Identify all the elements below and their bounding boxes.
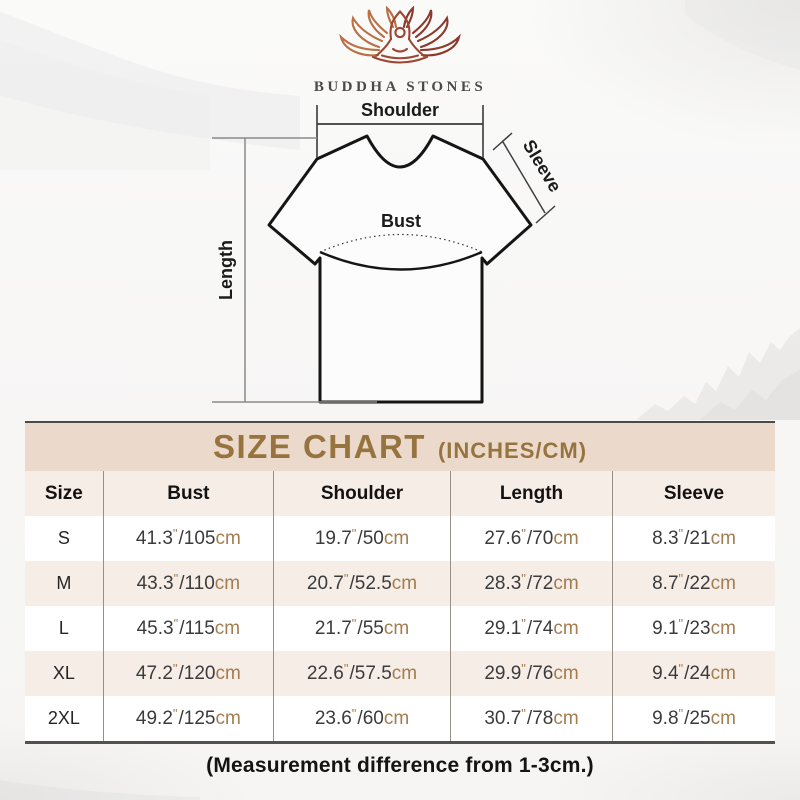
length-measurement-cell: 29.9 "/76 cm <box>451 651 613 696</box>
column-header-bust: Bust <box>104 471 274 516</box>
sleeve-tick <box>535 205 556 224</box>
length-measurement-cell: 30.7 "/78 cm <box>451 696 613 741</box>
size-chart-table: SIZE CHART (INCHES/CM) Size Bust Shoulde… <box>25 421 775 744</box>
size-chart-title: SIZE CHART <box>212 428 426 465</box>
size-cell: M <box>25 561 104 606</box>
shoulder-measurement-cell: 23.6 "/60 cm <box>274 696 451 741</box>
bust-measurement-cell: 49.2 "/125 cm <box>104 696 274 741</box>
sleeve-measurement-cell: 9.1 "/23 cm <box>652 616 736 639</box>
table-row: M 43.3 "/110 cm 20.7 "/52.5 cm 28.3 "/72 cm 8.7 "/2… <box>25 561 775 606</box>
shoulder-measurement-cell: 19.7 "/50 cm <box>274 516 451 561</box>
shoulder-measurement-cell: 20.7 "/52.5 cm <box>274 561 451 606</box>
length-measurement-cell: 29.1 "/74 cm <box>451 606 613 651</box>
column-header-size: Size <box>25 471 104 516</box>
column-header-sleeve: Sleeve <box>663 482 725 504</box>
length-label: Length <box>216 240 236 300</box>
size-chart-subtitle: (INCHES/CM) <box>437 438 588 463</box>
brand-logo: BUDDHA STONES <box>0 6 800 96</box>
size-chart-title-band: SIZE CHART (INCHES/CM) <box>25 423 775 471</box>
bust-measurement-cell: 47.2 "/120 cm <box>104 651 274 696</box>
size-cell: L <box>25 606 104 651</box>
shoulder-measurement-cell: 21.7 "/55 cm <box>274 606 451 651</box>
sleeve-measurement-cell: 8.3 "/21 cm <box>652 526 736 549</box>
bust-measurement-cell: 45.3 "/115 cm <box>104 606 274 651</box>
lotus-meditation-icon <box>339 6 461 64</box>
table-row: S 41.3 "/105 cm 19.7 "/50 cm 27.6 "/70 cm 8.3 "/21 c… <box>25 516 775 561</box>
sleeve-measurement-cell: 9.8 "/25 cm <box>652 706 736 729</box>
table-row: L 45.3 "/115 cm 21.7 "/55 cm 29.1 "/74 cm 9.1 "/23 c… <box>25 606 775 651</box>
shoulder-label: Shoulder <box>361 100 439 120</box>
shoulder-measurement-cell: 22.6 "/57.5 cm <box>274 651 451 696</box>
size-cell: XL <box>25 651 104 696</box>
measurement-note: (Measurement difference from 1-3cm.) <box>206 754 594 777</box>
bust-line-solid <box>319 250 483 271</box>
table-header-row: Size Bust Shoulder Length Sleeve <box>25 471 775 516</box>
table-row: 2XL 49.2 "/125 cm 23.6 "/60 cm 30.7 "/78 cm 9.8 "/2… <box>25 696 775 741</box>
size-cell: 2XL <box>25 696 104 741</box>
size-cell: S <box>25 516 104 561</box>
bust-label: Bust <box>381 211 421 231</box>
bust-line-dotted <box>319 233 483 253</box>
length-measurement-cell: 27.6 "/70 cm <box>451 516 613 561</box>
bust-measurement-cell: 41.3 "/105 cm <box>104 516 274 561</box>
sleeve-tick <box>492 132 513 151</box>
length-measurement-cell: 28.3 "/72 cm <box>451 561 613 606</box>
column-header-length: Length <box>451 471 613 516</box>
brand-name: BUDDHA STONES <box>313 79 487 95</box>
sleeve-measurement-cell: 8.7 "/22 cm <box>652 571 736 594</box>
sleeve-label: Sleeve <box>519 136 566 195</box>
sleeve-measurement-cell: 9.4 "/24 cm <box>652 661 736 684</box>
table-row: XL 47.2 "/120 cm 22.6 "/57.5 cm 29.9 "/76 cm 9.4 " /… <box>25 651 775 696</box>
sleeve-dimension-line <box>502 141 546 214</box>
bust-measurement-cell: 43.3 "/110 cm <box>104 561 274 606</box>
tshirt-measurement-diagram: Shoulder Length Sleeve Bust <box>212 100 566 404</box>
size-table-body: S 41.3 "/105 cm 19.7 "/50 cm 27.6 "/70 cm 8.3 "/21 c… <box>25 516 775 741</box>
column-header-shoulder: Shoulder <box>274 471 451 516</box>
